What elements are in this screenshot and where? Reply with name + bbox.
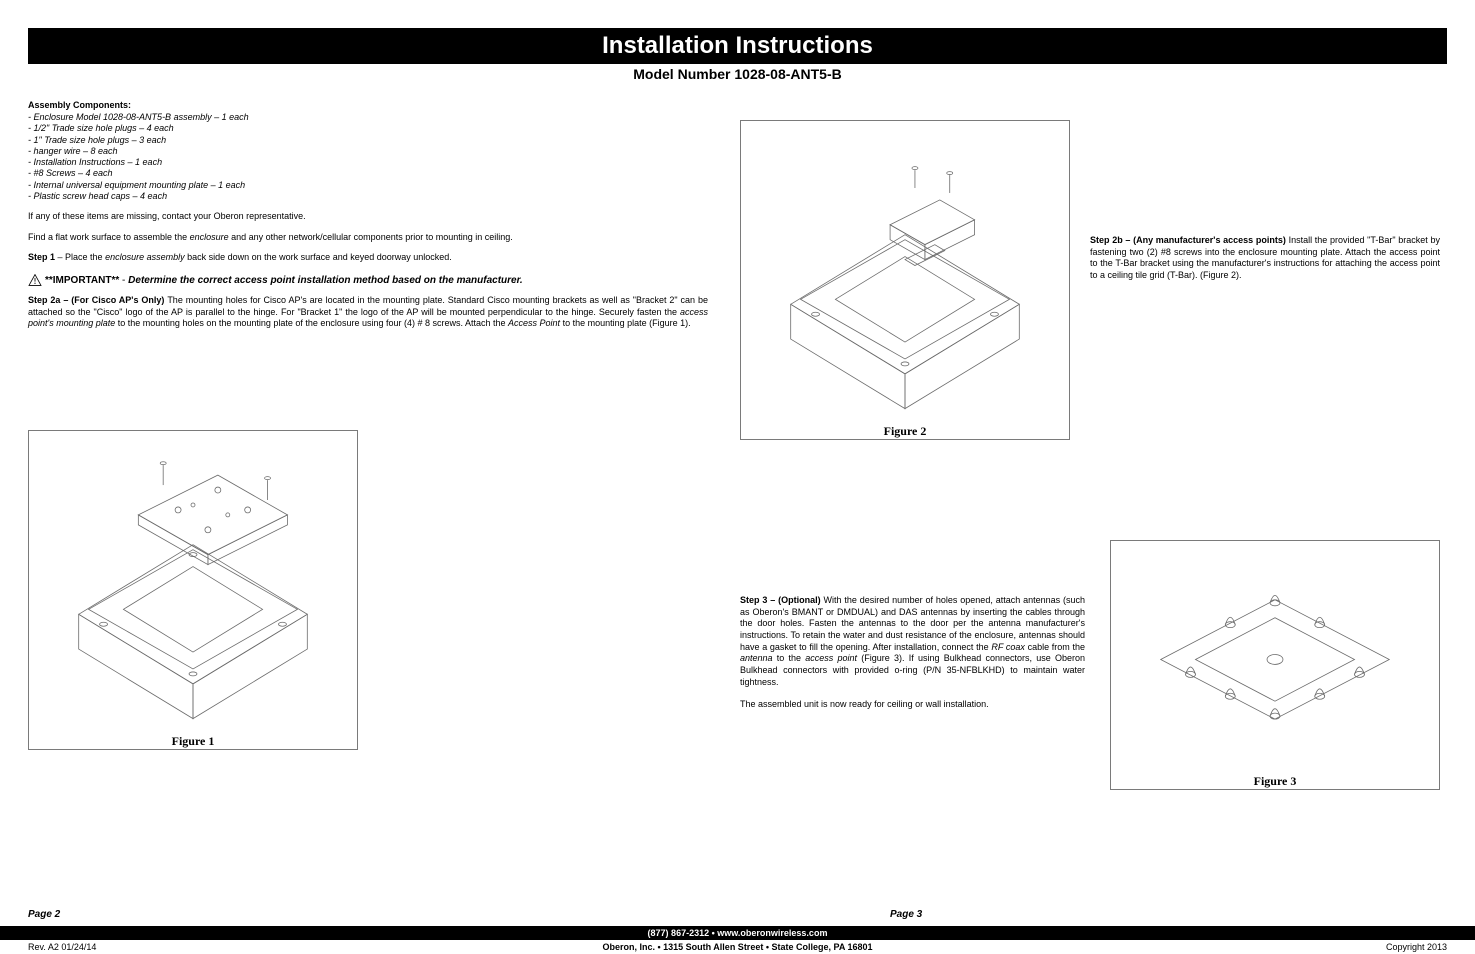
step1-label: Step 1 (28, 252, 55, 262)
page-title: Installation Instructions (602, 32, 873, 60)
subtitle: Model Number 1028-08-ANT5-B (0, 66, 1475, 82)
figure-2-svg (741, 121, 1069, 418)
figure-3-svg (1111, 541, 1439, 768)
missing-note: If any of these items are missing, conta… (28, 211, 708, 223)
step2a-bold: – (For Cisco AP's Only) (60, 295, 167, 305)
step3-block: Step 3 – (Optional) With the desired num… (740, 595, 1085, 710)
text-ital: RF coax (991, 642, 1025, 652)
step2b: Step 2b – (Any manufacturer's access poi… (1090, 235, 1440, 282)
text-ital: Access Point (508, 318, 560, 328)
step1: Step 1 – Place the enclosure assembly ba… (28, 252, 708, 264)
step3-label: Step 3 (740, 595, 767, 605)
figure-1-box: Figure 1 (28, 430, 358, 750)
text: cable from the (1025, 642, 1085, 652)
figure-2-box: Figure 2 (740, 120, 1070, 440)
step2a: Step 2a – (For Cisco AP's Only) The moun… (28, 295, 708, 330)
text-ital: access point (805, 653, 857, 663)
text-ital: antenna (740, 653, 773, 663)
text: to the mounting holes on the mounting pl… (115, 318, 508, 328)
list-item: - #8 Screws – 4 each (28, 168, 708, 179)
text: and any other network/cellular component… (229, 232, 513, 242)
important-label: **IMPORTANT** (45, 275, 119, 286)
list-item: - Plastic screw head caps – 4 each (28, 191, 708, 202)
footer-addr: Oberon, Inc. • 1315 South Allen Street •… (0, 940, 1475, 954)
page-3-label: Page 3 (890, 909, 922, 920)
figure-3-caption: Figure 3 (1254, 774, 1297, 789)
list-item: - 1/2" Trade size hole plugs – 4 each (28, 123, 708, 134)
find-surface-note: Find a flat work surface to assemble the… (28, 232, 708, 244)
step2b-bold: – (Any manufacturer's access points) (1123, 235, 1289, 245)
step2a-label: Step 2a (28, 295, 60, 305)
important-text: **IMPORTANT** - Determine the correct ac… (45, 275, 523, 286)
title-bar: Installation Instructions (28, 28, 1447, 64)
step3: Step 3 – (Optional) With the desired num… (740, 595, 1085, 689)
text-ital: enclosure assembly (105, 252, 185, 262)
list-item: - Installation Instructions – 1 each (28, 157, 708, 168)
figure-1-caption: Figure 1 (172, 734, 215, 749)
list-item: - 1" Trade size hole plugs – 3 each (28, 135, 708, 146)
page-2-label: Page 2 (28, 909, 60, 920)
footer-line2: Rev. A2 01/24/14 Oberon, Inc. • 1315 Sou… (0, 940, 1475, 954)
text: Find a flat work surface to assemble the (28, 232, 190, 242)
text-ital: enclosure (190, 232, 229, 242)
text: to the mounting plate (Figure 1). (560, 318, 691, 328)
text: - (119, 275, 128, 286)
left-column: Assembly Components: - Enclosure Model 1… (28, 100, 708, 330)
list-item: - hanger wire – 8 each (28, 146, 708, 157)
step2b-label: Step 2b (1090, 235, 1123, 245)
list-item: - Enclosure Model 1028-08-ANT5-B assembl… (28, 112, 708, 123)
warning-icon (28, 274, 42, 286)
important-row: **IMPORTANT** - Determine the correct ac… (28, 274, 708, 286)
figure-2-caption: Figure 2 (884, 424, 927, 439)
step3-bold: – (Optional) (767, 595, 823, 605)
figure-1-svg (29, 431, 357, 728)
footer-copy: Copyright 2013 (1386, 940, 1447, 954)
text: to the (773, 653, 806, 663)
text: – Place the (55, 252, 105, 262)
footer-bar: (877) 867-2312 • www.oberonwireless.com (0, 926, 1475, 940)
list-item: - Internal universal equipment mounting … (28, 180, 708, 191)
step3-final: The assembled unit is now ready for ceil… (740, 699, 1085, 711)
assembly-heading: Assembly Components: (28, 100, 708, 110)
figure-3-box: Figure 3 (1110, 540, 1440, 790)
important-ital: Determine the correct access point insta… (128, 275, 523, 286)
assembly-list: - Enclosure Model 1028-08-ANT5-B assembl… (28, 112, 708, 202)
text: back side down on the work surface and k… (185, 252, 452, 262)
